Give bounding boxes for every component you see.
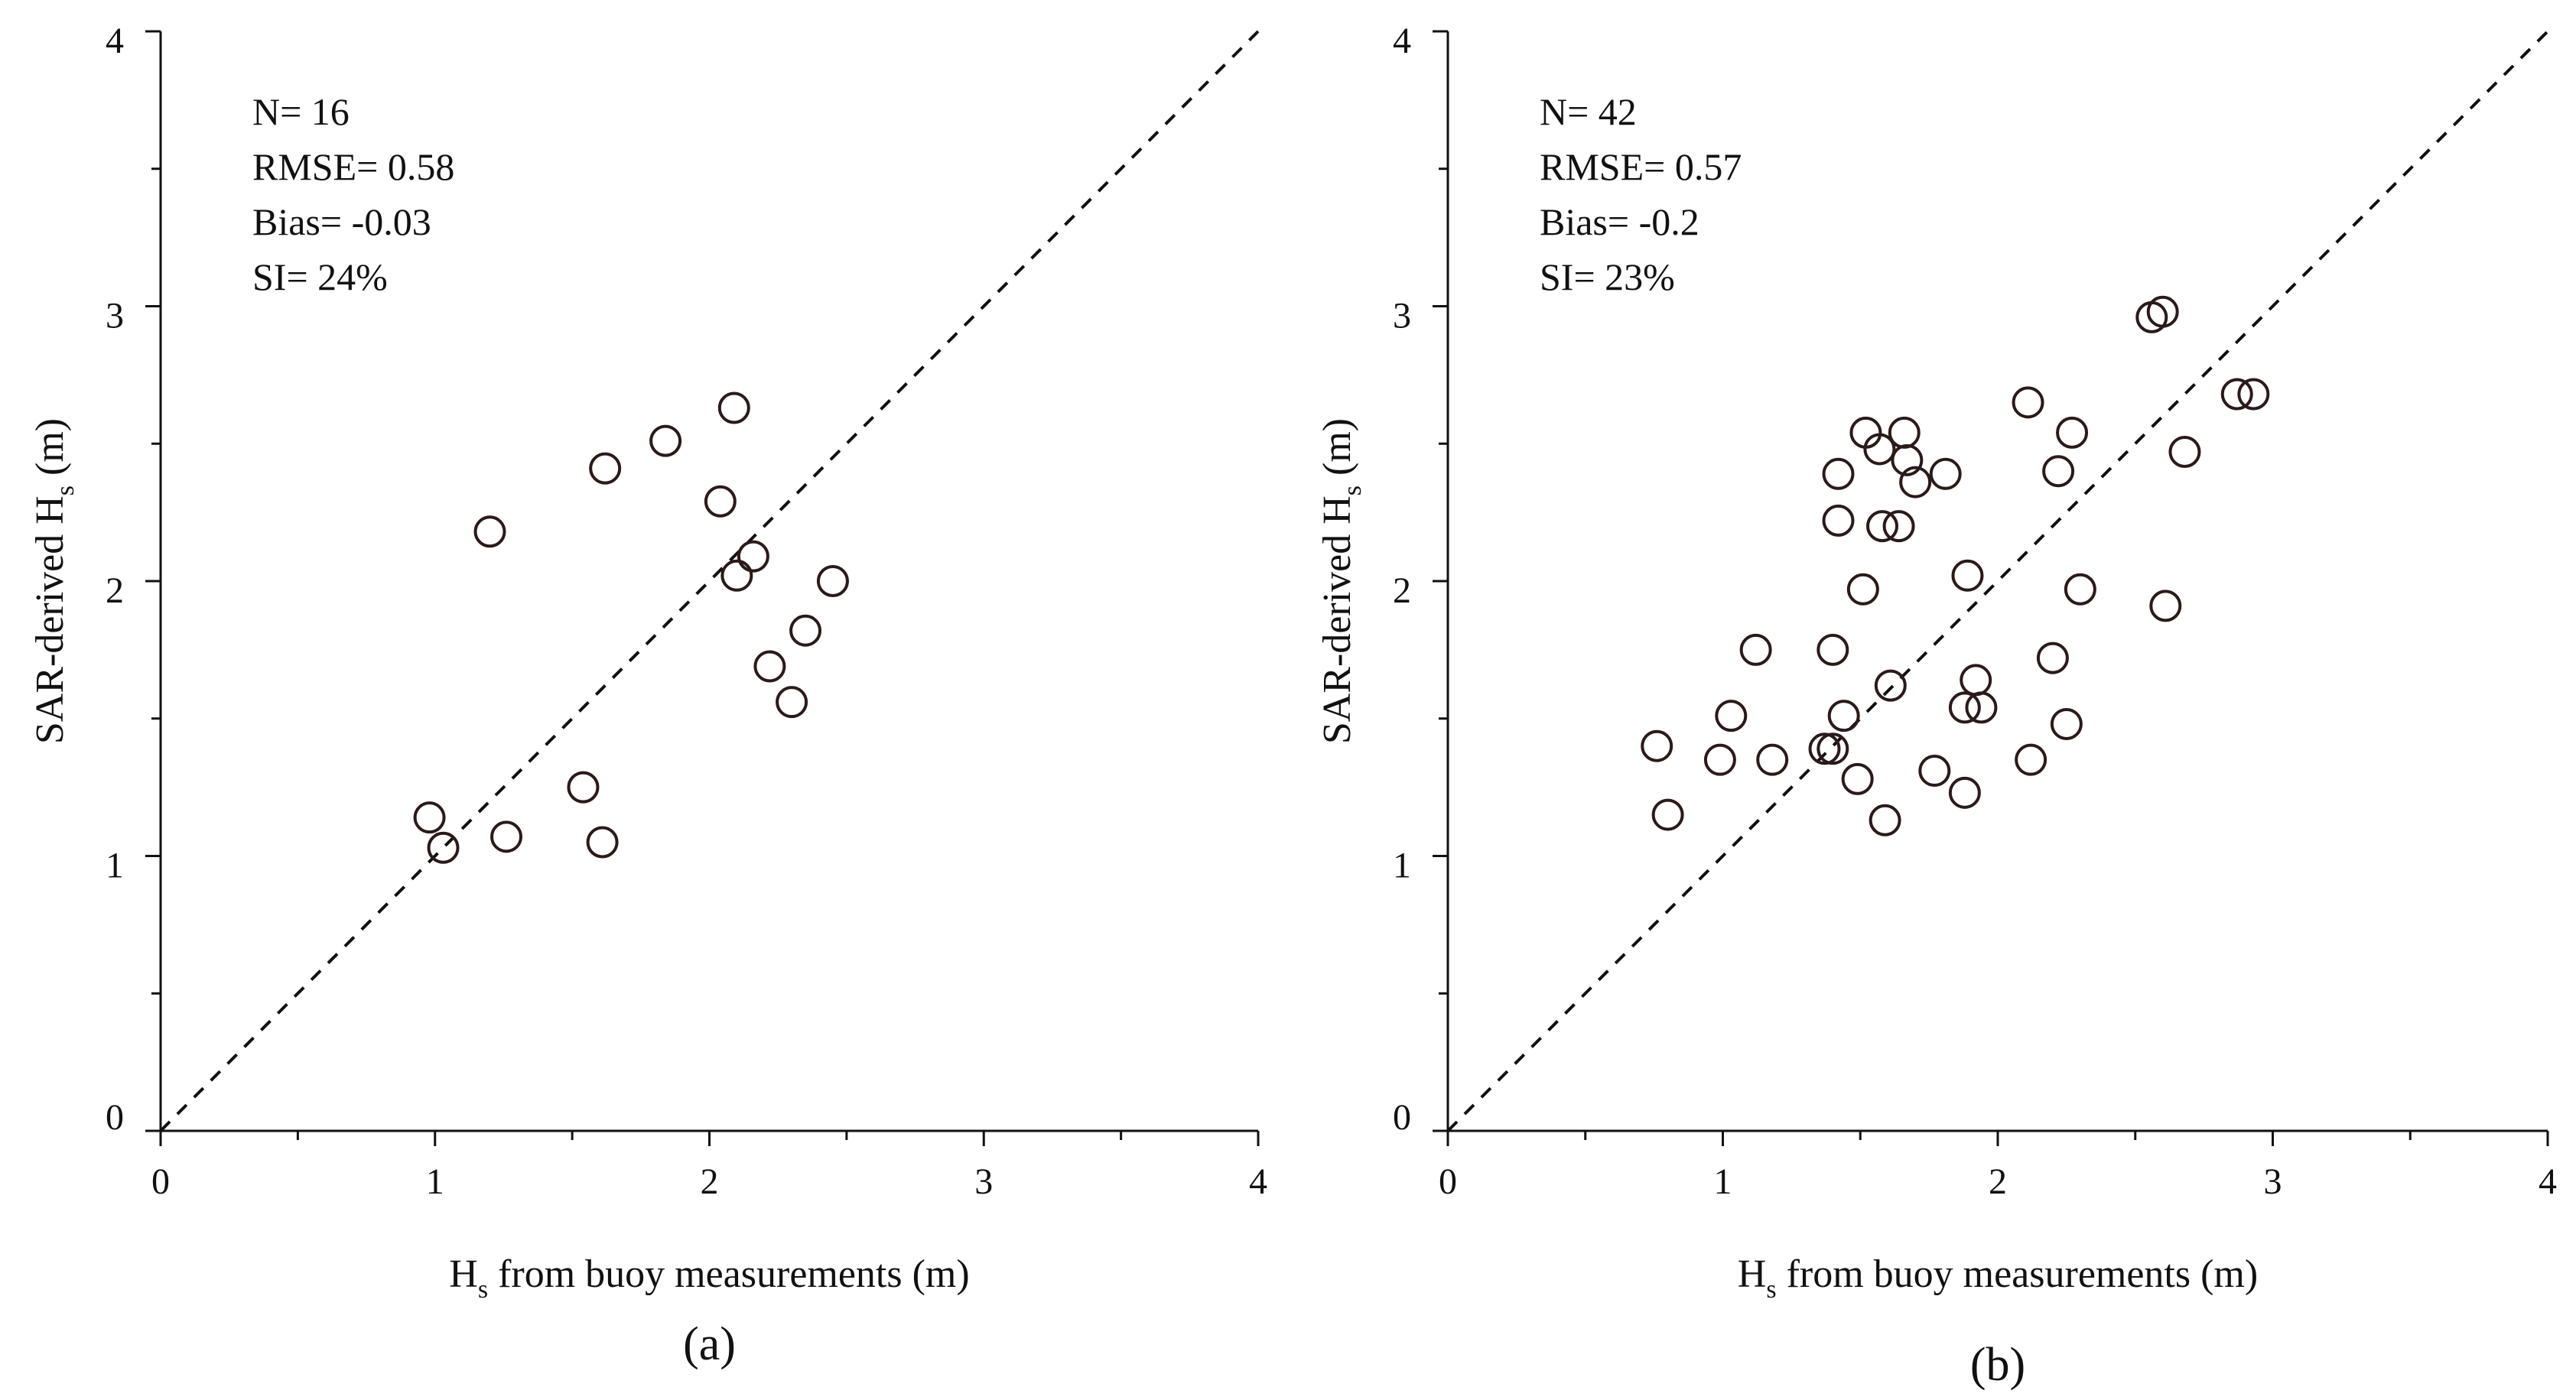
x-tick-label: 3: [974, 1161, 993, 1202]
data-point: [737, 540, 769, 573]
stat-line: Bias= -0.2: [1540, 200, 1699, 243]
data-point: [1863, 433, 1896, 466]
y-tick-label: 2: [106, 570, 124, 611]
data-point: [649, 424, 682, 457]
y-axis-title: SAR-derived Hs (m): [28, 418, 80, 744]
x-tick-label: 0: [1439, 1161, 1457, 1202]
data-point: [473, 515, 506, 548]
y-tick-label: 3: [1393, 296, 1411, 336]
chart-panel-b: 0 1 2 3 4 0 1 2 3 4 N= 42 RMSE= 0.57 Bias= -0.2 SI= 2…: [1316, 21, 2557, 1391]
data-point: [1929, 457, 1962, 490]
data-point: [1948, 691, 1981, 724]
data-point: [2056, 416, 2089, 449]
data-point: [1846, 573, 1879, 606]
data-point: [753, 650, 786, 683]
data-point: [2012, 386, 2044, 419]
data-point: [1965, 691, 1998, 724]
one-to-one-reference-line: [159, 30, 1260, 1132]
x-tick-label: 0: [151, 1161, 170, 1202]
data-point: [2050, 707, 2083, 740]
one-to-one-reference-line: [1446, 30, 2549, 1132]
x-tick-label: 1: [1714, 1161, 1732, 1202]
y-tick-label: 0: [106, 1097, 124, 1138]
data-point: [720, 559, 753, 592]
y-axis-title: SAR-derived Hs (m): [1316, 418, 1367, 744]
stat-line: SI= 23%: [1540, 255, 1675, 298]
stat-line: SI= 24%: [252, 255, 388, 298]
data-point: [586, 826, 619, 859]
stat-line: RMSE= 0.57: [1540, 145, 1742, 188]
data-point: [1703, 743, 1736, 776]
x-axis-title: Hs from buoy measurements (m): [449, 1252, 969, 1304]
data-point: [1869, 804, 1901, 836]
x-tick-label: 4: [2539, 1161, 2557, 1202]
data-point: [1822, 457, 1855, 490]
data-point: [1817, 633, 1849, 666]
data-point: [1951, 559, 1984, 592]
data-point: [1918, 755, 1951, 788]
data-point: [1866, 510, 1899, 543]
data-point: [2220, 378, 2253, 411]
stat-line: N= 16: [252, 90, 350, 133]
data-point: [2149, 590, 2182, 622]
data-point: [427, 831, 460, 864]
y-tick-label: 4: [106, 21, 124, 61]
data-point: [2064, 573, 2096, 606]
data-point: [2015, 743, 2047, 776]
data-point: [704, 485, 737, 518]
data-point: [1641, 729, 1673, 762]
data-point: [717, 391, 750, 424]
y-tick-label: 1: [106, 846, 124, 886]
stat-line: N= 42: [1540, 90, 1637, 133]
data-point: [2237, 378, 2270, 411]
data-point: [1651, 798, 1684, 831]
x-tick-label: 2: [701, 1161, 719, 1202]
data-point: [413, 801, 446, 834]
y-tick-label: 4: [1393, 21, 1411, 61]
data-point: [1739, 633, 1772, 666]
x-tick-label: 4: [1249, 1161, 1267, 1202]
data-point: [567, 771, 600, 804]
stat-line: Bias= -0.03: [252, 200, 431, 243]
data-point: [776, 686, 808, 719]
x-tick-label: 2: [1989, 1161, 2007, 1202]
data-point: [1827, 700, 1860, 732]
y-tick-label: 3: [106, 296, 124, 336]
chart-panel-a: 0 1 2 3 4 0 1 2 3 4 N= 16 RMSE= 0.58 Bias= -0.03 SI= …: [28, 21, 1267, 1370]
data-point: [1948, 776, 1981, 809]
data-point: [1899, 466, 1932, 499]
data-point: [1960, 664, 1992, 697]
data-point: [1715, 700, 1748, 732]
data-point: [1756, 743, 1789, 776]
data-point: [490, 820, 523, 853]
panel-label: (a): [683, 1318, 736, 1370]
data-point: [1874, 669, 1907, 702]
x-tick-label: 1: [426, 1161, 444, 1202]
data-point: [2146, 295, 2179, 328]
data-point: [589, 452, 622, 485]
stat-line: RMSE= 0.58: [252, 145, 454, 188]
data-point: [1817, 732, 1849, 765]
data-point: [816, 565, 849, 597]
x-axis-title: Hs from buoy measurements (m): [1738, 1252, 2258, 1304]
y-tick-label: 1: [1393, 846, 1411, 886]
data-point: [1822, 504, 1855, 537]
data-point: [1891, 443, 1924, 476]
data-point: [2042, 455, 2075, 488]
data-point: [2168, 436, 2201, 469]
data-point: [1808, 732, 1841, 765]
data-point: [1888, 416, 1921, 449]
y-tick-label: 2: [1393, 570, 1411, 611]
panel-label: (b): [1970, 1339, 2025, 1391]
data-point: [2036, 642, 2069, 674]
x-tick-label: 3: [2264, 1161, 2282, 1202]
data-point: [1841, 762, 1874, 795]
data-point: [1882, 510, 1915, 543]
y-tick-label: 0: [1393, 1097, 1411, 1138]
data-point: [789, 614, 822, 647]
